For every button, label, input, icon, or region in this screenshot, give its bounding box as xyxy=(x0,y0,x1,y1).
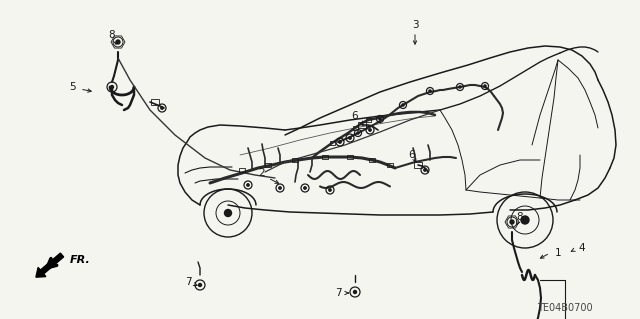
Bar xyxy=(347,155,353,159)
Circle shape xyxy=(304,187,306,189)
Bar xyxy=(330,141,335,145)
Bar xyxy=(414,162,422,168)
Circle shape xyxy=(349,137,351,139)
Circle shape xyxy=(521,216,529,224)
Circle shape xyxy=(247,184,249,186)
Circle shape xyxy=(353,291,356,293)
Text: 6: 6 xyxy=(409,150,415,160)
FancyArrow shape xyxy=(36,253,63,277)
Circle shape xyxy=(379,118,381,120)
Text: 5: 5 xyxy=(68,82,76,92)
Bar xyxy=(353,126,358,130)
Text: 4: 4 xyxy=(579,243,586,253)
Text: 6: 6 xyxy=(352,111,358,121)
Bar xyxy=(365,118,371,122)
Circle shape xyxy=(369,129,371,131)
Circle shape xyxy=(424,169,426,171)
Text: 7: 7 xyxy=(335,288,341,298)
Text: TE04B0700: TE04B0700 xyxy=(537,303,593,313)
Bar xyxy=(292,158,298,162)
Circle shape xyxy=(402,104,404,106)
Text: 8: 8 xyxy=(109,30,115,40)
Circle shape xyxy=(279,187,281,189)
Circle shape xyxy=(116,40,120,44)
Circle shape xyxy=(510,220,514,224)
Circle shape xyxy=(225,210,232,217)
Circle shape xyxy=(339,141,341,143)
Circle shape xyxy=(484,85,486,87)
Text: 2: 2 xyxy=(259,168,266,178)
Bar xyxy=(265,163,271,167)
Circle shape xyxy=(459,86,461,88)
Circle shape xyxy=(357,132,359,134)
Bar xyxy=(239,168,245,172)
Bar xyxy=(387,163,393,167)
Text: 7: 7 xyxy=(185,277,191,287)
Bar xyxy=(358,122,366,128)
Circle shape xyxy=(111,85,113,88)
Circle shape xyxy=(329,189,332,191)
Circle shape xyxy=(161,107,163,109)
Text: 3: 3 xyxy=(412,20,419,30)
Bar xyxy=(322,155,328,159)
Text: 1: 1 xyxy=(555,248,561,258)
Bar xyxy=(369,158,375,162)
Text: FR.: FR. xyxy=(70,255,91,265)
Text: 8: 8 xyxy=(516,212,524,222)
Circle shape xyxy=(198,284,202,286)
Bar xyxy=(151,99,159,105)
Circle shape xyxy=(429,90,431,92)
